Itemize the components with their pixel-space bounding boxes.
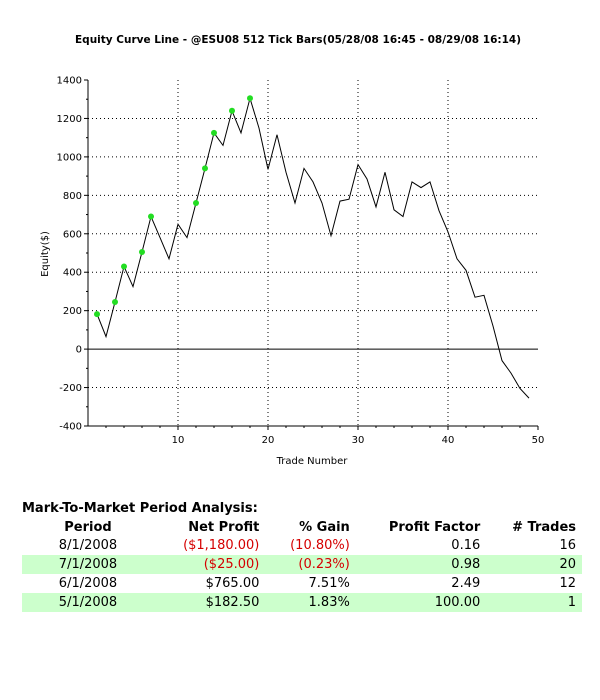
axes — [84, 79, 539, 430]
cell-net-profit: $182.50 — [154, 593, 266, 612]
cell-gain: 7.51% — [308, 576, 350, 591]
table-row: 7/1/2008 ($25.00) (0.23%) 0.98 20 — [22, 555, 582, 574]
marker-layer — [94, 95, 253, 318]
header-net-profit: Net Profit — [188, 519, 260, 535]
cell-trades: 12 — [559, 576, 576, 591]
header-period: Period — [64, 519, 112, 535]
header-trades: # Trades — [512, 519, 576, 535]
y-tick-label: -200 — [59, 383, 82, 394]
cell-period: 8/1/2008 — [58, 538, 118, 553]
period-analysis-table: Period Net Profit % Gain Profit Factor #… — [22, 518, 582, 612]
y-tick-label: -400 — [59, 422, 82, 433]
equity-high-marker — [112, 299, 118, 306]
grid-lines — [88, 80, 538, 426]
table-row: 6/1/2008 $765.00 7.51% 2.49 12 — [22, 574, 582, 593]
equity-high-marker — [94, 311, 100, 318]
equity-high-marker — [193, 200, 199, 207]
table-row: 5/1/2008 $182.50 1.83% 100.00 1 — [22, 593, 582, 612]
cell-period: 7/1/2008 — [22, 555, 154, 574]
table-header-row: Period Net Profit % Gain Profit Factor #… — [22, 518, 582, 536]
y-tick-label: 600 — [63, 229, 82, 240]
equity-chart: Equity Curve Line - @ESU08 512 Tick Bars… — [40, 34, 545, 467]
x-axis-label: Trade Number — [276, 456, 349, 467]
equity-high-marker — [121, 263, 127, 270]
cell-net-profit: ($25.00) — [154, 555, 266, 574]
equity-high-marker — [211, 129, 217, 136]
series-layer — [96, 96, 530, 399]
y-tick-label: 1000 — [57, 152, 82, 163]
equity-high-marker — [148, 213, 154, 220]
y-tick-label: 800 — [63, 191, 82, 202]
x-tick-label: 30 — [352, 435, 365, 446]
y-tick-label: 1400 — [57, 76, 82, 87]
x-tick-label: 40 — [442, 435, 455, 446]
analysis-title: Mark-To-Market Period Analysis: — [22, 501, 258, 516]
x-tick-label: 50 — [532, 435, 545, 446]
cell-net-profit: $765.00 — [205, 576, 260, 591]
cell-gain: (0.23%) — [265, 555, 356, 574]
equity-high-marker — [139, 249, 145, 256]
series-line — [96, 96, 530, 399]
x-tick-label: 10 — [172, 435, 185, 446]
y-axis-label: Equity($) — [40, 231, 51, 277]
cell-period: 5/1/2008 — [22, 593, 154, 612]
y-tick-label: 0 — [76, 345, 82, 356]
y-tick-label: 400 — [63, 268, 82, 279]
x-tick-label: 20 — [262, 435, 275, 446]
cell-gain: (10.80%) — [290, 538, 350, 553]
cell-profit-factor: 0.16 — [451, 538, 481, 553]
equity-high-marker — [202, 165, 208, 172]
header-gain: % Gain — [299, 519, 350, 535]
table-row: 8/1/2008 ($1,180.00) (10.80%) 0.16 16 — [22, 536, 582, 555]
cell-gain: 1.83% — [265, 593, 356, 612]
tick-labels: -400 -200 0 200 400 600 800 1000 1200 1400 10 20 30 4… — [57, 76, 545, 447]
chart-title: Equity Curve Line - @ESU08 512 Tick Bars… — [75, 34, 521, 46]
cell-trades: 1 — [486, 593, 582, 612]
y-tick-label: 1200 — [57, 114, 82, 125]
y-tick-label: 200 — [63, 306, 82, 317]
cell-net-profit: ($1,180.00) — [183, 538, 260, 553]
cell-profit-factor: 100.00 — [355, 593, 487, 612]
cell-trades: 20 — [486, 555, 582, 574]
cell-trades: 16 — [559, 538, 576, 553]
cell-profit-factor: 2.49 — [451, 576, 481, 591]
equity-high-marker — [247, 95, 253, 102]
header-profit-factor: Profit Factor — [388, 519, 481, 535]
equity-high-marker — [229, 107, 235, 114]
cell-period: 6/1/2008 — [58, 576, 118, 591]
cell-profit-factor: 0.98 — [355, 555, 487, 574]
period-analysis: Mark-To-Market Period Analysis: Period N… — [22, 500, 582, 612]
